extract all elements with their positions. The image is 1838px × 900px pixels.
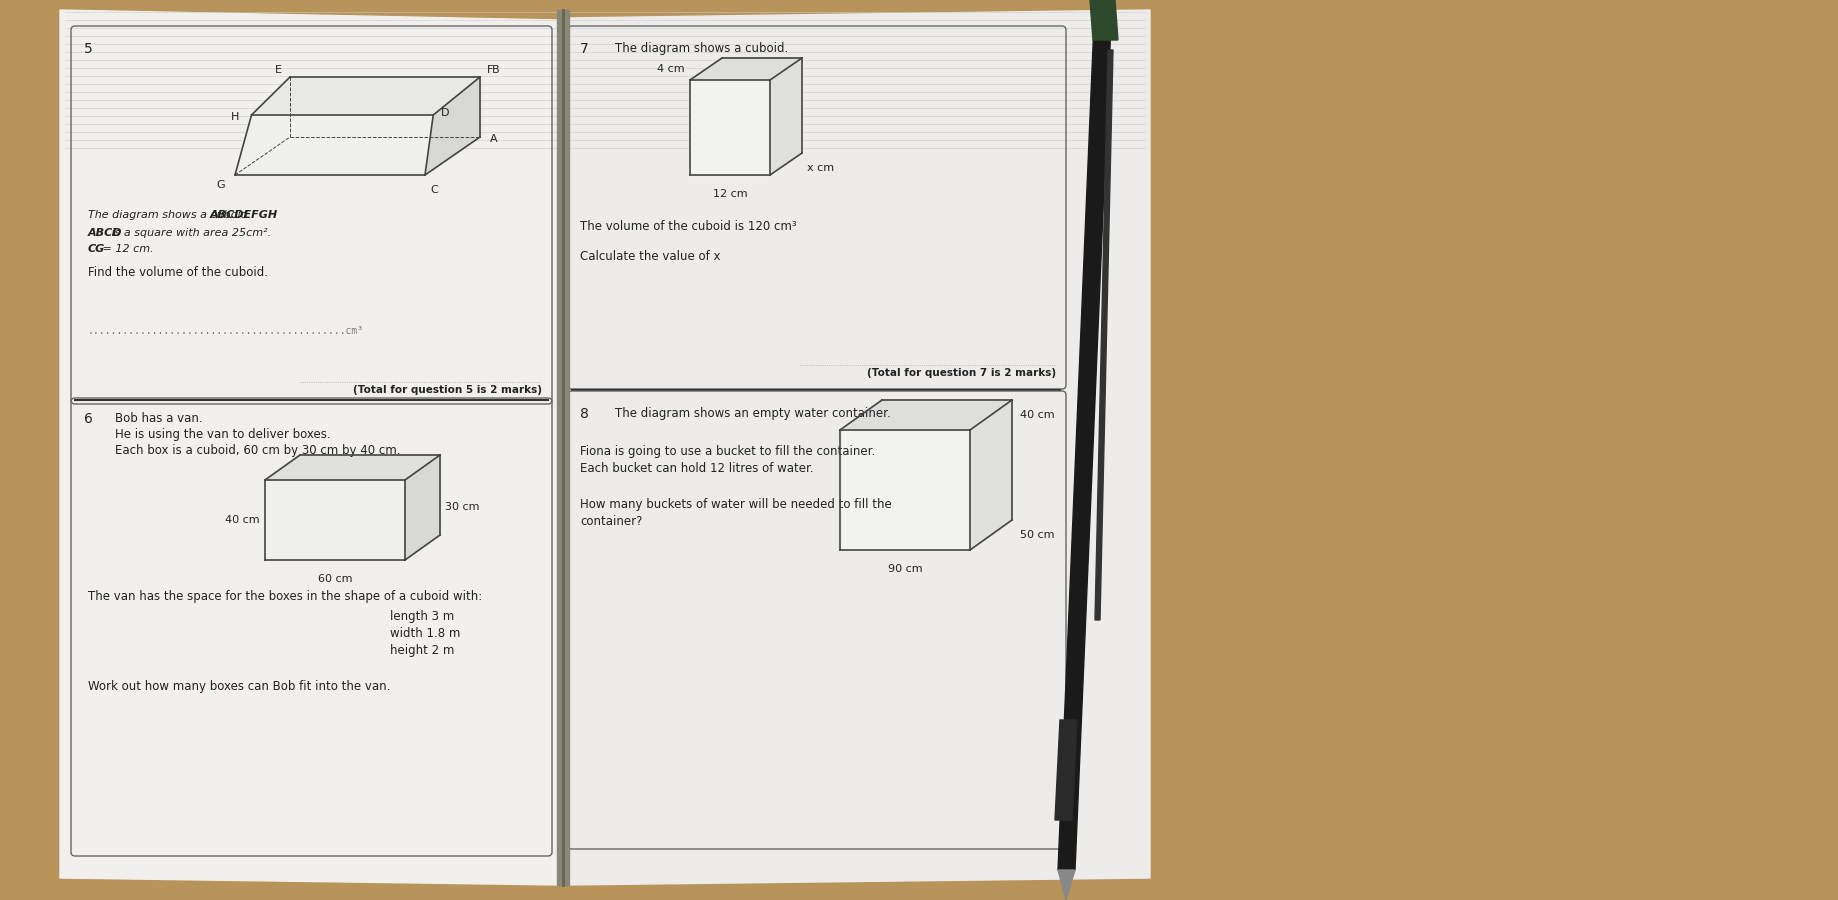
Text: 90 cm: 90 cm xyxy=(888,564,923,574)
Polygon shape xyxy=(840,430,970,550)
Polygon shape xyxy=(252,77,480,115)
Text: G: G xyxy=(217,180,224,190)
Text: ABCDEFGH: ABCDEFGH xyxy=(210,210,278,220)
Polygon shape xyxy=(1090,0,1118,40)
Text: 6: 6 xyxy=(85,412,94,426)
Polygon shape xyxy=(770,58,801,175)
Polygon shape xyxy=(1059,0,1112,870)
Polygon shape xyxy=(970,400,1013,550)
Text: C: C xyxy=(430,185,437,195)
Text: 7: 7 xyxy=(581,42,588,56)
Text: 30 cm: 30 cm xyxy=(445,502,480,512)
Polygon shape xyxy=(235,115,434,175)
Text: 40 cm: 40 cm xyxy=(226,515,259,525)
Text: Calculate the value of x: Calculate the value of x xyxy=(581,250,720,263)
Text: 4 cm: 4 cm xyxy=(658,64,686,74)
Text: The diagram shows a cuboid: The diagram shows a cuboid xyxy=(88,210,252,220)
Text: Fiona is going to use a bucket to fill the container.: Fiona is going to use a bucket to fill t… xyxy=(581,445,875,458)
Text: 50 cm: 50 cm xyxy=(1020,530,1055,540)
Text: Find the volume of the cuboid.: Find the volume of the cuboid. xyxy=(88,266,268,279)
Text: The diagram shows an empty water container.: The diagram shows an empty water contain… xyxy=(616,407,891,420)
Polygon shape xyxy=(265,480,404,560)
Polygon shape xyxy=(404,455,439,560)
Polygon shape xyxy=(689,58,801,80)
Text: The diagram shows a cuboid.: The diagram shows a cuboid. xyxy=(616,42,789,55)
Text: Each box is a cuboid, 60 cm by 30 cm by 40 cm.: Each box is a cuboid, 60 cm by 30 cm by … xyxy=(116,444,401,457)
Text: (Total for question 5 is 2 marks): (Total for question 5 is 2 marks) xyxy=(353,385,542,395)
Text: 8: 8 xyxy=(581,407,588,421)
Polygon shape xyxy=(1059,870,1075,900)
Text: 12 cm: 12 cm xyxy=(713,189,748,199)
Text: F: F xyxy=(487,65,493,75)
Text: A: A xyxy=(491,134,498,144)
Text: ABCD: ABCD xyxy=(88,228,123,238)
Text: D: D xyxy=(441,108,450,118)
Text: (Total for question 7 is 2 marks): (Total for question 7 is 2 marks) xyxy=(868,368,1057,378)
Text: = 12 cm.: = 12 cm. xyxy=(99,244,154,254)
Text: length 3 m: length 3 m xyxy=(390,610,454,623)
Polygon shape xyxy=(840,400,1013,430)
Text: The volume of the cuboid is 120 cm³: The volume of the cuboid is 120 cm³ xyxy=(581,220,796,233)
Text: How many buckets of water will be needed to fill the: How many buckets of water will be needed… xyxy=(581,498,891,511)
Text: height 2 m: height 2 m xyxy=(390,644,454,657)
Text: x cm: x cm xyxy=(807,163,834,173)
Text: 5: 5 xyxy=(85,42,92,56)
Text: is a square with area 25cm².: is a square with area 25cm². xyxy=(108,228,272,238)
Text: ............................................cm³: ........................................… xyxy=(88,326,364,336)
Text: width 1.8 m: width 1.8 m xyxy=(390,627,460,640)
Text: H: H xyxy=(232,112,239,122)
Polygon shape xyxy=(265,455,439,480)
Text: Work out how many boxes can Bob fit into the van.: Work out how many boxes can Bob fit into… xyxy=(88,680,390,693)
Text: CG: CG xyxy=(88,244,105,254)
Polygon shape xyxy=(1095,50,1114,620)
Polygon shape xyxy=(564,10,1151,885)
Text: Each bucket can hold 12 litres of water.: Each bucket can hold 12 litres of water. xyxy=(581,462,814,475)
Polygon shape xyxy=(1055,720,1077,820)
Polygon shape xyxy=(425,77,480,175)
Bar xyxy=(557,10,570,885)
Text: Bob has a van.: Bob has a van. xyxy=(116,412,202,425)
Text: 40 cm: 40 cm xyxy=(1020,410,1055,420)
Text: B: B xyxy=(493,65,500,75)
Text: container?: container? xyxy=(581,515,641,528)
Text: 60 cm: 60 cm xyxy=(318,574,353,584)
Text: E: E xyxy=(274,65,281,75)
Polygon shape xyxy=(689,80,770,175)
Text: He is using the van to deliver boxes.: He is using the van to deliver boxes. xyxy=(116,428,331,441)
Polygon shape xyxy=(61,10,561,885)
Text: The van has the space for the boxes in the shape of a cuboid with:: The van has the space for the boxes in t… xyxy=(88,590,482,603)
